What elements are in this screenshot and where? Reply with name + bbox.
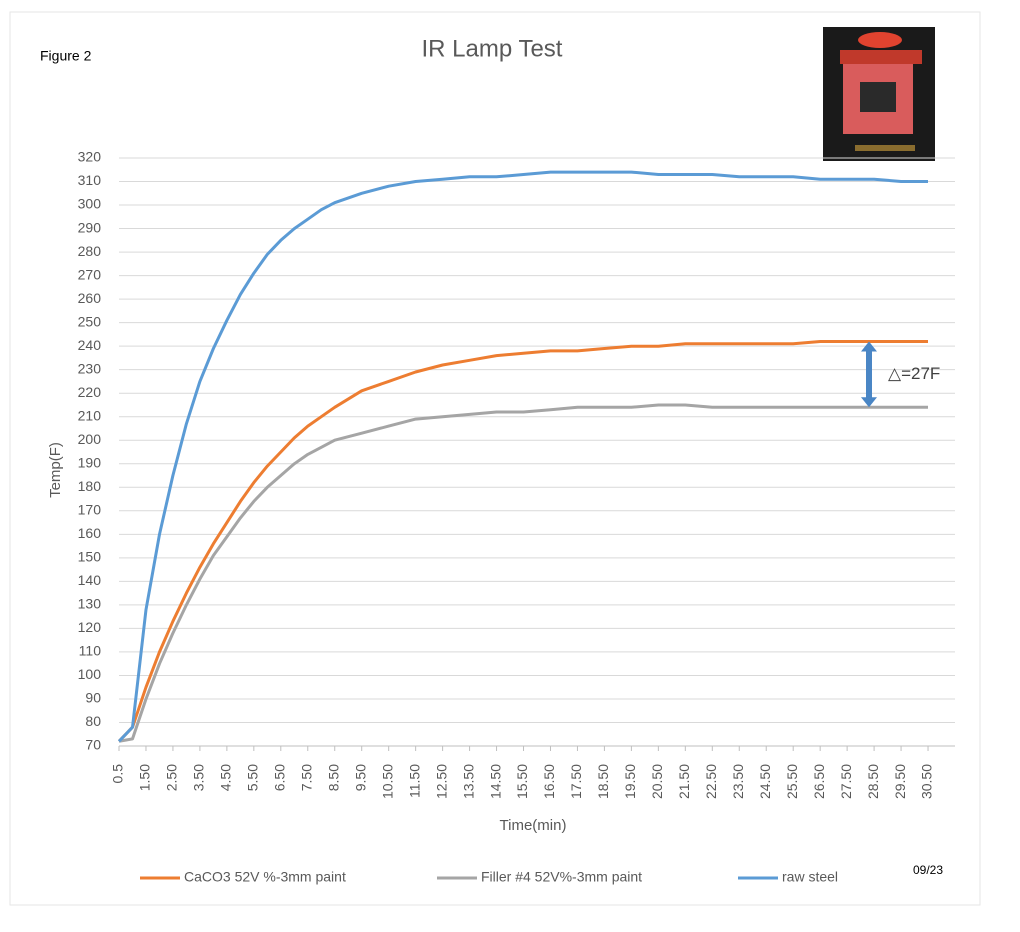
x-tick-label: 17.50 (568, 764, 584, 799)
x-tick-label: 14.50 (487, 764, 503, 799)
x-tick-label: 9.50 (352, 764, 368, 791)
x-axis-title: Time(min) (500, 817, 567, 834)
x-tick-label: 27.50 (838, 764, 854, 799)
x-tick-label: 10.50 (379, 764, 395, 799)
x-tick-label: 28.50 (865, 764, 881, 799)
legend-label: raw steel (782, 869, 838, 885)
y-tick-label: 260 (78, 290, 102, 306)
y-tick-label: 140 (78, 572, 102, 588)
y-tick-label: 130 (78, 596, 102, 612)
x-tick-label: 30.50 (919, 764, 935, 799)
x-tick-label: 7.50 (298, 764, 314, 791)
x-tick-label: 26.50 (811, 764, 827, 799)
chart-title: IR Lamp Test (422, 35, 563, 62)
x-tick-label: 5.50 (245, 764, 261, 791)
y-tick-label: 240 (78, 337, 102, 353)
y-tick-label: 110 (79, 643, 102, 659)
figure-label: Figure 2 (40, 48, 92, 64)
y-tick-label: 220 (78, 384, 102, 400)
arrow-head (861, 397, 877, 408)
y-tick-label: 80 (85, 713, 101, 729)
annotation: △=27F (888, 364, 940, 383)
y-tick-label: 150 (78, 549, 102, 565)
arrow-head (861, 341, 877, 352)
x-tick-label: 0.5 (110, 764, 126, 784)
y-tick-label: 100 (78, 666, 102, 682)
y-tick-label: 230 (78, 360, 102, 376)
y-tick-label: 170 (78, 502, 102, 518)
legend-label: Filler #4 52V%-3mm paint (481, 869, 642, 885)
legend-label: CaCO3 52V %-3mm paint (184, 869, 346, 885)
y-tick-label: 180 (78, 478, 102, 494)
x-tick-label: 16.50 (541, 764, 557, 799)
x-tick-label: 24.50 (757, 764, 773, 799)
series-line (117, 170, 928, 743)
difference-arrow (861, 341, 877, 408)
y-tick-label: 310 (78, 172, 102, 188)
y-tick-label: 120 (78, 619, 102, 635)
x-tick-label: 23.50 (730, 764, 746, 799)
y-tick-label: 70 (85, 737, 101, 753)
x-tick-label: 19.50 (622, 764, 638, 799)
x-tick-label: 21.50 (676, 764, 692, 799)
x-tick-label: 12.50 (433, 764, 449, 799)
series-line (118, 403, 928, 743)
y-tick-label: 160 (78, 525, 102, 541)
x-tick-label: 22.50 (703, 764, 719, 799)
y-tick-label: 250 (78, 313, 102, 329)
x-tick-label: 6.50 (272, 764, 288, 791)
chart-frame (9, 11, 981, 906)
x-tick-label: 15.50 (514, 764, 530, 799)
x-tick-label: 4.50 (218, 764, 234, 791)
y-tick-label: 190 (78, 454, 102, 470)
date-note: 09/23 (913, 863, 943, 877)
y-tick-label: 210 (78, 407, 102, 423)
x-tick-label: 11.50 (406, 764, 422, 798)
x-tick-label: 1.50 (137, 764, 153, 791)
y-tick-label: 270 (78, 266, 102, 282)
x-tick-label: 29.50 (892, 764, 908, 799)
photo-inset (823, 27, 935, 161)
x-tick-label: 2.50 (164, 764, 180, 791)
y-tick-label: 200 (78, 431, 102, 447)
x-tick-label: 8.50 (325, 764, 341, 791)
y-tick-label: 320 (78, 149, 102, 165)
y-tick-label: 300 (78, 196, 102, 212)
y-tick-label: 280 (78, 243, 102, 259)
y-axis-title: Temp(F) (47, 442, 64, 498)
y-tick-label: 90 (85, 690, 101, 706)
x-tick-label: 3.50 (191, 764, 207, 791)
x-tick-label: 20.50 (649, 764, 665, 799)
y-tick-label: 290 (78, 219, 102, 235)
x-tick-label: 18.50 (595, 764, 611, 799)
x-tick-label: 13.50 (460, 764, 476, 799)
x-tick-label: 25.50 (784, 764, 800, 799)
series-line (117, 340, 928, 743)
